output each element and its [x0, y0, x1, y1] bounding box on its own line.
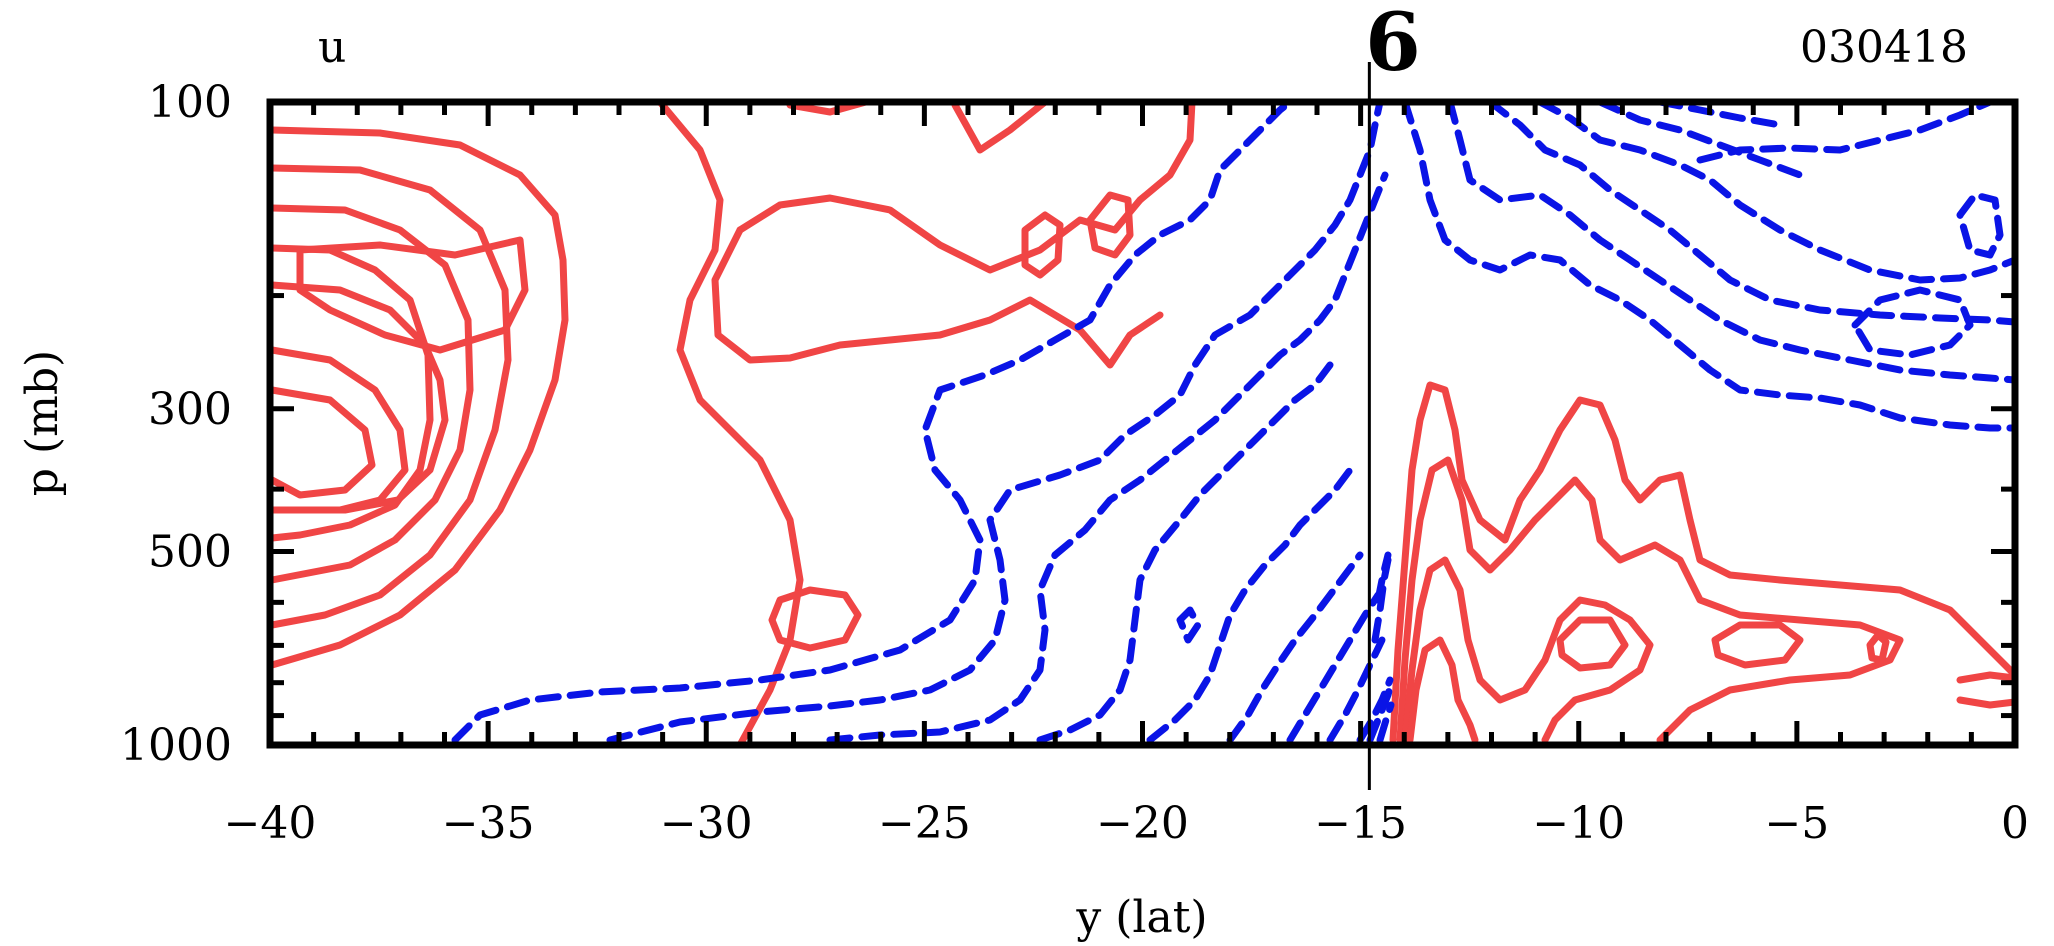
date-label: 030418	[1800, 22, 1968, 73]
positive-contour	[296, 236, 529, 354]
axis-ticks	[267, 99, 2018, 748]
positive-contour	[768, 586, 862, 652]
positive-contour	[1711, 621, 1804, 669]
positive-contour	[656, 102, 804, 745]
negative-contour	[1446, 102, 2015, 384]
positive-contour	[270, 244, 434, 542]
x-tick-label: −15	[1314, 798, 1407, 849]
positive-contour	[1956, 671, 2015, 684]
positive-contour	[1021, 211, 1064, 279]
x-tick-label: −20	[1096, 798, 1189, 849]
positive-contour	[711, 226, 1164, 369]
negative-contour	[1696, 102, 1994, 164]
y-tick-labels: 100 300 500 1000	[120, 77, 232, 771]
y-axis-label: p (mb)	[17, 350, 68, 496]
x-axis-label: y (lat)	[1075, 892, 1207, 943]
negative-contour	[1176, 606, 1202, 644]
negative-contour	[1596, 102, 1804, 179]
negative-contour	[1956, 191, 2004, 259]
negative-contour	[1656, 102, 1784, 129]
positive-contour	[270, 346, 409, 514]
positive-contour	[1086, 191, 1134, 259]
x-tick-label: −10	[1532, 798, 1625, 849]
positive-contour	[951, 102, 1049, 154]
positive-contour	[1401, 556, 1654, 744]
negative-contours	[451, 102, 2015, 744]
negative-contour	[451, 102, 1294, 744]
x-tick-label: −5	[1764, 798, 1829, 849]
x-tick-label: −25	[878, 798, 971, 849]
x-tick-label: −30	[660, 798, 753, 849]
negative-contour	[1356, 676, 1394, 744]
x-tick-label: −35	[442, 798, 535, 849]
negative-contour	[1286, 591, 1382, 744]
positive-contour	[736, 102, 1196, 274]
negative-contour	[1146, 466, 1354, 744]
x-tick-label: 0	[2001, 798, 2029, 849]
negative-contour	[1326, 636, 1386, 744]
y-tick-label: 500	[148, 526, 232, 577]
positive-contour	[270, 386, 376, 499]
negative-contour	[1226, 551, 1364, 744]
positive-contour	[1866, 631, 1890, 664]
negative-contour	[1374, 551, 1392, 604]
negative-contour	[1376, 701, 1395, 744]
positive-contour	[1406, 636, 1479, 744]
positive-contour	[1956, 696, 2015, 709]
negative-contour	[1036, 361, 1334, 744]
contour-field	[270, 102, 2015, 745]
positive-contour	[270, 204, 474, 584]
variable-label: u	[318, 22, 346, 73]
positive-contours	[270, 102, 2015, 745]
negative-contour	[826, 171, 1389, 744]
positive-contour	[270, 126, 569, 669]
negative-contour	[1851, 286, 1974, 359]
time-marker-label: 6	[1365, 0, 1421, 89]
y-tick-label: 100	[148, 77, 232, 128]
positive-contour	[270, 164, 512, 629]
y-tick-label: 1000	[120, 720, 232, 771]
positive-contour	[1396, 456, 1904, 744]
negative-contour	[1401, 102, 2015, 432]
negative-contour	[606, 102, 1384, 744]
positive-contour	[1556, 616, 1629, 672]
negative-contour	[1486, 102, 2015, 326]
negative-contour	[1536, 102, 2015, 284]
negative-contour	[1366, 676, 1396, 744]
positive-contour	[1389, 381, 2015, 744]
y-tick-label: 300	[148, 384, 232, 435]
x-tick-labels: −40 −35 −30 −25 −20 −15 −10 −5 0	[224, 798, 2029, 849]
x-tick-label: −40	[224, 798, 317, 849]
